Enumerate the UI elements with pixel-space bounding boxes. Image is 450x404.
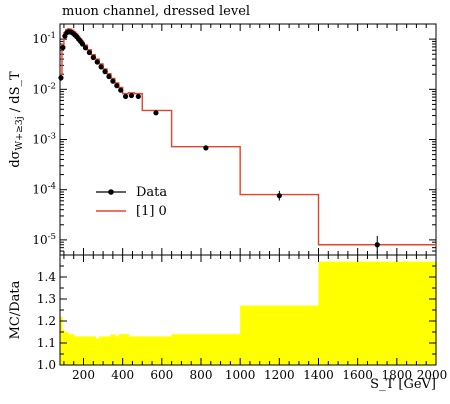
- data-point: [114, 83, 120, 89]
- main-plot: 10-5 10-4 10-3 10-2 10-1 dσW+≥3j / dS_T Data [1…: [8, 23, 437, 256]
- data-point: [374, 242, 380, 248]
- ratio-band-bar: [77, 336, 81, 365]
- ratio-band-bar: [71, 334, 75, 365]
- ratio-ytick-label: 1.2: [37, 314, 56, 328]
- ratio-band-bar: [79, 336, 83, 365]
- ratio-band-bar: [61, 329, 65, 365]
- ratio-band-bar: [81, 336, 85, 365]
- ratio-band-bar: [110, 334, 116, 365]
- ratio-band-bar: [60, 316, 63, 365]
- data-point: [98, 64, 104, 70]
- data-point: [128, 92, 135, 99]
- data-point: [153, 110, 159, 116]
- data-point: [82, 45, 89, 51]
- ratio-xtick-label: 1600: [342, 368, 373, 382]
- legend-data-label: Data: [136, 185, 167, 200]
- ratio-xtick-label: 1000: [225, 368, 256, 382]
- ratio-band-bar: [118, 334, 124, 365]
- ratio-ytick-label: 1.4: [37, 270, 56, 284]
- data-point: [79, 41, 86, 47]
- ratio-xtick-label: 1400: [303, 368, 334, 382]
- data-point: [276, 193, 282, 199]
- ratio-ytick-label: 1.0: [37, 358, 56, 372]
- ratio-xtick-label: 200: [72, 368, 95, 382]
- data-point: [90, 54, 96, 61]
- ratio-ytick-label: 1.3: [37, 292, 56, 306]
- data-point: [123, 93, 129, 100]
- main-ytick-label: 10-5: [32, 232, 56, 247]
- data-point: [110, 78, 116, 84]
- ratio-band-bar: [318, 261, 437, 365]
- data-point: [106, 73, 112, 80]
- ratio-band-bar: [128, 336, 136, 365]
- data-point: [94, 59, 100, 65]
- ratio-xtick-label: 600: [150, 368, 173, 382]
- ratio-band-bar: [73, 336, 77, 365]
- xlabel: S_T [GeV]: [370, 377, 436, 392]
- ratio-band-bar: [69, 334, 73, 365]
- main-ytick-label: 10-4: [32, 182, 56, 197]
- ratio-xtick-label: 800: [190, 368, 213, 382]
- mc-step-line: [60, 28, 436, 246]
- ratio-band-bar: [63, 332, 67, 365]
- ratio-band-bar: [171, 334, 241, 365]
- ratio-band-bar: [91, 336, 96, 365]
- ratio-band-bar: [99, 336, 104, 365]
- ratio-band-bar: [75, 336, 79, 365]
- ratio-band-bar: [134, 336, 143, 365]
- ratio-band-bar: [67, 334, 71, 365]
- ratio-band-bar: [103, 336, 108, 365]
- ratio-band-bar: [83, 336, 89, 365]
- data-point: [102, 69, 108, 75]
- ratio-band-bar: [142, 336, 173, 365]
- ratio-xtick-label: 1800: [382, 368, 413, 382]
- legend-mc-label: [1] 0: [136, 204, 167, 219]
- data-point: [60, 44, 66, 51]
- chart-title: muon channel, dressed level: [62, 4, 251, 19]
- ratio-ylabel: MC/Data: [8, 280, 23, 339]
- ratio-band-bar: [114, 336, 120, 365]
- main-frame: [59, 23, 437, 256]
- ratio-band-bar: [107, 336, 112, 365]
- ratio-band-bar: [87, 336, 92, 365]
- main-ytick-label: 10-1: [32, 31, 56, 46]
- data-point: [203, 145, 209, 151]
- ratio-ytick-label: 1.1: [37, 336, 56, 350]
- ratio-band-bar: [240, 305, 320, 365]
- main-ytick-label: 10-3: [32, 132, 56, 147]
- main-ytick-label: 10-2: [32, 81, 56, 96]
- data-point: [86, 49, 92, 56]
- legend-data-marker: [108, 189, 114, 195]
- data-point: [118, 87, 124, 93]
- data-point: [135, 93, 141, 100]
- ratio-band-bar: [65, 332, 69, 365]
- ratio-band-bar: [122, 334, 130, 365]
- ratio-band-bar: [95, 338, 100, 365]
- ratio-xtick-label: 400: [111, 368, 134, 382]
- ratio-plot: 1.0 1.1 1.2 1.3 1.4 200 400 600 800 1000 1200 1400 1…: [8, 254, 448, 392]
- ratio-xtick-label: 2000: [417, 368, 448, 382]
- ratio-xtick-label: 1200: [264, 368, 295, 382]
- main-ylabel: dσW+≥3j / dS_T: [8, 71, 25, 168]
- data-point: [58, 75, 64, 81]
